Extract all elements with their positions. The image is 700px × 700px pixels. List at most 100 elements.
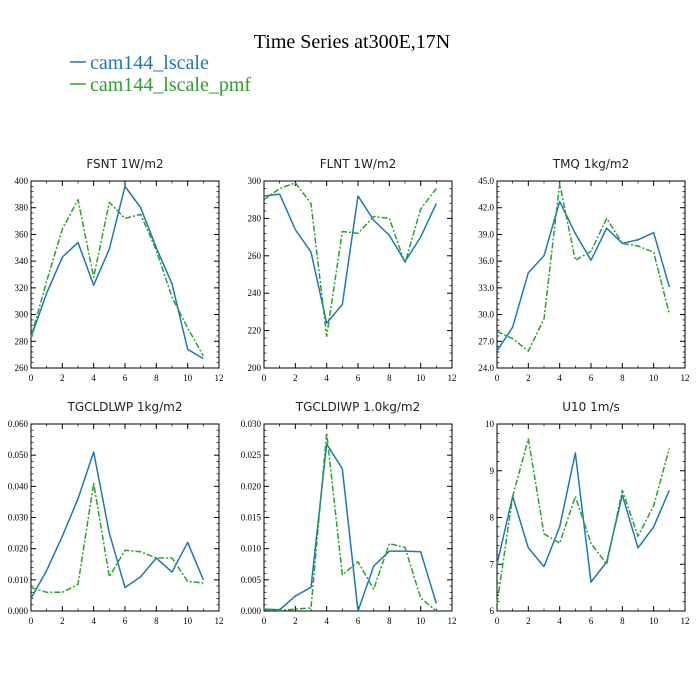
y-tick-label-u10: 10	[485, 419, 495, 429]
x-tick-label-flnt: 10	[416, 373, 426, 383]
panel-title-u10: U10 1m/s	[562, 400, 620, 414]
y-tick-label-tgcldiwp: 0.020	[241, 481, 262, 491]
legend-label-lscale-pmf: cam144_lscale_pmf	[90, 74, 251, 96]
x-tick-label-flnt: 8	[387, 373, 392, 383]
y-tick-label-tmq: 39.0	[478, 229, 494, 239]
y-tick-label-tgcldiwp: 0.005	[241, 575, 262, 585]
y-tick-label-tmq: 45.0	[478, 176, 494, 186]
y-tick-label-tmq: 42.0	[478, 203, 494, 213]
panel-tgcldlwp: TGCLDLWP 1kg/m2 0.000 0.010 0.020 0.030 0.040…	[8, 400, 224, 626]
x-tick-label-tgcldlwp: 8	[154, 616, 159, 626]
y-tick-label-tgcldlwp: 0.050	[8, 450, 29, 460]
panel-title-fsnt: FSNT 1W/m2	[86, 157, 163, 171]
y-tick-label-flnt: 300	[248, 176, 262, 186]
x-tick-label-tmq: 12	[681, 373, 690, 383]
y-tick-label-tgcldlwp: 0.010	[8, 575, 29, 585]
y-tick-label-tgcldiwp: 0.010	[241, 544, 262, 554]
series-line-tgcldlwp-lscale-pmf	[30, 482, 204, 594]
x-tick-label-tmq: 6	[589, 373, 594, 383]
x-tick-label-fsnt: 0	[29, 373, 34, 383]
x-tick-label-tgcldiwp: 12	[448, 616, 457, 626]
x-tick-label-u10: 6	[589, 616, 594, 626]
y-tick-label-flnt: 220	[248, 326, 262, 336]
panel-u10: U10 1m/s 6 7 8 9 10 0 2 4 6 8 10 12	[485, 400, 690, 626]
y-tick-label-flnt: 200	[248, 363, 262, 373]
y-tick-label-tgcldiwp: 0.000	[241, 606, 262, 616]
x-tick-label-tmq: 4	[557, 373, 562, 383]
x-tick-label-u10: 2	[526, 616, 531, 626]
x-tick-label-fsnt: 8	[154, 373, 159, 383]
x-tick-label-tgcldlwp: 4	[91, 616, 96, 626]
x-tick-label-tmq: 0	[495, 373, 500, 383]
series-line-fsnt-lscale	[30, 185, 204, 360]
y-tick-label-fsnt: 360	[15, 229, 29, 239]
series-line-fsnt-lscale-pmf	[30, 198, 204, 357]
x-tick-label-tgcldiwp: 2	[293, 616, 298, 626]
y-tick-label-u10: 7	[490, 559, 495, 569]
y-tick-label-tgcldiwp: 0.025	[241, 450, 262, 460]
plot-frame-tmq	[496, 180, 686, 369]
x-tick-label-fsnt: 6	[123, 373, 128, 383]
series-line-u10-lscale-pmf	[496, 438, 671, 605]
series-line-flnt-lscale	[263, 193, 438, 324]
y-tick-label-tmq: 24.0	[478, 363, 494, 373]
x-tick-label-u10: 10	[649, 616, 659, 626]
x-tick-label-fsnt: 10	[183, 373, 193, 383]
y-tick-label-fsnt: 260	[15, 363, 29, 373]
y-tick-label-u10: 8	[490, 513, 495, 523]
y-tick-label-tmq: 30.0	[478, 310, 494, 320]
y-tick-label-tgcldiwp: 0.030	[241, 419, 262, 429]
x-tick-label-tmq: 2	[526, 373, 531, 383]
x-tick-label-fsnt: 2	[60, 373, 65, 383]
x-tick-label-flnt: 0	[262, 373, 267, 383]
plot-frame-tgcldiwp	[263, 423, 453, 612]
y-tick-label-fsnt: 320	[15, 283, 29, 293]
x-tick-label-flnt: 6	[356, 373, 361, 383]
y-tick-label-tgcldiwp: 0.015	[241, 513, 262, 523]
panel-flnt: FLNT 1W/m2 200 220 240 260 280 300 0 2 4 6 8 10 12	[248, 157, 457, 383]
series-line-tgcldiwp-lscale	[263, 443, 438, 612]
y-tick-label-u10: 6	[490, 606, 495, 616]
x-tick-label-tgcldlwp: 6	[123, 616, 128, 626]
legend-label-lscale: cam144_lscale	[90, 52, 209, 74]
panel-title-tgcldlwp: TGCLDLWP 1kg/m2	[66, 400, 182, 414]
y-tick-label-flnt: 240	[248, 288, 262, 298]
panel-fsnt: FSNT 1W/m2 260 280 300 320 340 360 380 400 0 2 4 6 8 1…	[15, 157, 224, 383]
panel-tgcldiwp: TGCLDIWP 1.0kg/m2 0.000 0.005 0.010 0.015 0.0…	[241, 400, 457, 626]
figure-title: Time Series at300E,17N	[254, 31, 450, 53]
x-tick-label-tgcldlwp: 2	[60, 616, 65, 626]
plot-frame-tgcldlwp	[30, 423, 220, 612]
y-tick-label-tmq: 27.0	[478, 336, 494, 346]
plot-frame-fsnt	[30, 180, 220, 369]
x-tick-label-u10: 8	[620, 616, 625, 626]
y-tick-label-tmq: 36.0	[478, 256, 494, 266]
x-tick-label-flnt: 12	[448, 373, 457, 383]
y-tick-label-tgcldlwp: 0.060	[8, 419, 29, 429]
panel-title-flnt: FLNT 1W/m2	[320, 157, 397, 171]
series-line-tgcldlwp-lscale	[30, 451, 205, 599]
y-tick-label-fsnt: 300	[15, 310, 29, 320]
x-tick-label-tmq: 8	[620, 373, 625, 383]
y-tick-label-tgcldlwp: 0.030	[8, 513, 29, 523]
y-tick-label-flnt: 260	[248, 251, 262, 261]
x-tick-label-tgcldlwp: 0	[29, 616, 34, 626]
x-tick-label-flnt: 4	[324, 373, 329, 383]
plot-frame-flnt	[263, 180, 453, 369]
x-tick-label-fsnt: 4	[91, 373, 96, 383]
y-tick-label-tmq: 33.0	[478, 283, 494, 293]
y-tick-label-flnt: 280	[248, 213, 262, 223]
x-tick-label-fsnt: 12	[215, 373, 224, 383]
x-tick-label-tgcldiwp: 0	[262, 616, 267, 626]
x-tick-label-flnt: 2	[293, 373, 298, 383]
x-tick-label-u10: 12	[681, 616, 690, 626]
x-tick-label-tgcldiwp: 10	[416, 616, 426, 626]
series-line-flnt-lscale-pmf	[263, 182, 437, 337]
series-line-tmq-lscale-pmf	[496, 182, 671, 352]
y-tick-label-fsnt: 400	[15, 176, 29, 186]
x-tick-label-tgcldiwp: 4	[324, 616, 329, 626]
y-tick-label-tgcldlwp: 0.040	[8, 481, 29, 491]
x-tick-label-u10: 0	[495, 616, 500, 626]
panel-title-tmq: TMQ 1kg/m2	[552, 157, 630, 171]
